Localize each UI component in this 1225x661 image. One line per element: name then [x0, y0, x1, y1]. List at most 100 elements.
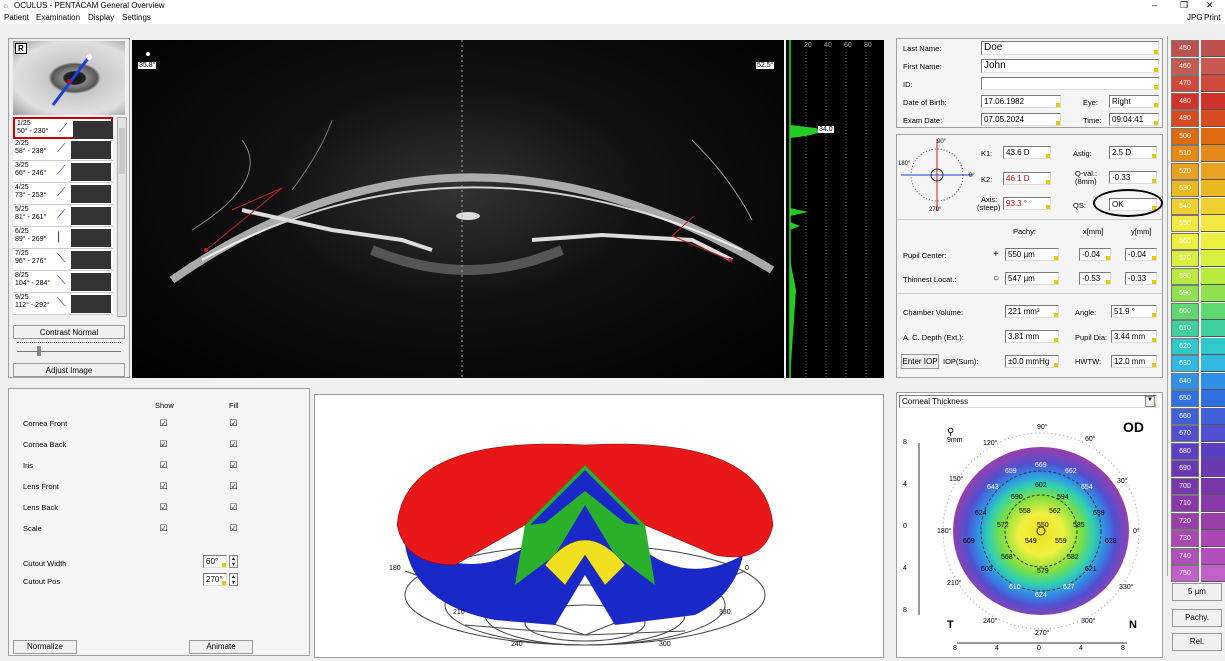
pupil-dia-field[interactable]: 3.44 mm [1111, 330, 1157, 343]
scan-thumb-9[interactable]: 9/25 112° - 292° ⟍ [13, 293, 113, 315]
contrast-button[interactable]: Contrast Normal [13, 325, 125, 339]
checkbox-scale-show[interactable]: ☑ [159, 523, 168, 533]
checkbox-cornea-back-fill[interactable]: ☑ [229, 439, 238, 449]
menu-patient[interactable]: Patient [4, 13, 29, 22]
first-name-field[interactable]: John [981, 59, 1159, 73]
axis-field[interactable]: 93.3 ° [1003, 197, 1051, 210]
scale-swatch [1201, 145, 1225, 162]
angle-label: Angle: [1075, 308, 1097, 317]
cutout-width-field[interactable]: 60° [203, 555, 227, 568]
pupil-x-field[interactable]: -0.04 [1079, 248, 1111, 261]
time-field[interactable]: 09:04:41 [1109, 113, 1159, 126]
animate-button[interactable]: Animate [189, 640, 253, 654]
dropdown-arrow-icon[interactable]: ▼ [1145, 396, 1155, 407]
scan-angle: 73° - 253° [15, 192, 47, 199]
map-value: 643 [987, 484, 999, 491]
checkbox-lens-back-show[interactable]: ☑ [159, 502, 168, 512]
cutout-width-spinner[interactable]: ▲ ▼ [229, 555, 238, 568]
checkbox-lens-front-show[interactable]: ☑ [159, 481, 168, 491]
hwtw-field[interactable]: 12.0 mm [1111, 355, 1157, 368]
scan-thumb-4[interactable]: 4/25 73° - 253° ⟋ [13, 183, 113, 205]
scale-level: 700 [1171, 477, 1199, 495]
menu-display[interactable]: Display [88, 13, 115, 22]
view3d-canvas[interactable]: 180 210 240 300 330 0 [314, 394, 884, 658]
enter-iop-button[interactable]: Enter IOP [901, 354, 939, 369]
scale-level: 450 [1171, 40, 1199, 57]
pachy-button[interactable]: Pachy. [1172, 609, 1222, 627]
checkbox-iris-show[interactable]: ☑ [159, 460, 168, 470]
scan-thumb-3[interactable]: 3/25 66° - 246° ⟋ [13, 161, 113, 183]
menu-settings[interactable]: Settings [122, 13, 151, 22]
pupil-y-field[interactable]: -0.04 [1125, 248, 1157, 261]
thin-y-field[interactable]: -0.33 [1125, 272, 1157, 285]
menu-examination[interactable]: Examination [36, 13, 81, 22]
scale-level: 570 [1171, 250, 1199, 267]
qval-field[interactable]: -0.33 [1109, 171, 1157, 184]
checkbox-cornea-front-fill[interactable]: ☑ [229, 418, 238, 428]
checkbox-cornea-front-show[interactable]: ☑ [159, 418, 168, 428]
acd-field[interactable]: 3.81 mm [1005, 330, 1059, 343]
eye-panel: R 1/25 50° - 230° ⟋ 2/25 58° - 238° ⟋ 3/25 66… [8, 38, 130, 378]
deg-180-label: 180° [898, 161, 911, 167]
close-button[interactable]: ✕ [1206, 0, 1214, 10]
eye-field[interactable]: Right [1109, 95, 1159, 108]
axis-label-210: 210 [453, 609, 465, 616]
id-field[interactable] [981, 77, 1159, 90]
thin-pachy-field[interactable]: 547 µm [1005, 272, 1059, 285]
checkbox-lens-front-fill[interactable]: ☑ [229, 481, 238, 491]
scan-thumb-8[interactable]: 8/25 104° - 284° ⟍ [13, 271, 113, 293]
menu-jpg[interactable]: JPG [1187, 13, 1203, 22]
scheimpflug-image[interactable]: 35.8° 52.5° [132, 40, 784, 378]
contrast-slider[interactable] [17, 342, 121, 356]
dob-label: Date of Birth: [903, 98, 947, 107]
normalize-button[interactable]: Normalize [13, 640, 77, 654]
exam-date-field[interactable]: 07.05.2024 [981, 113, 1061, 126]
ring-label: 90° [1037, 423, 1048, 431]
map-value: 602 [1035, 482, 1047, 489]
cutout-pos-field[interactable]: 270° [203, 573, 227, 586]
map-value: 594 [1057, 494, 1069, 501]
axis-label-180: 180 [389, 565, 401, 572]
k2-field[interactable]: 46.1 D [1003, 172, 1051, 185]
chamber-volume-field[interactable]: 221 mm³ [1005, 305, 1059, 318]
scale-level: 720 [1171, 512, 1199, 530]
scale-level: 580 [1171, 267, 1199, 285]
checkbox-scale-fill[interactable]: ☑ [229, 523, 238, 533]
scan-thumb-5[interactable]: 5/25 81° - 261° ⟋ [13, 205, 113, 227]
scan-thumb-1[interactable]: 1/25 50° - 230° ⟋ [13, 117, 113, 139]
adjust-image-button[interactable]: Adjust Image [13, 363, 125, 377]
menu-print[interactable]: Print [1204, 13, 1221, 22]
scale-step-label[interactable]: 5 µm [1172, 583, 1222, 601]
rel-button[interactable]: Rel. [1172, 633, 1222, 651]
qval-sub-label: (8mm) [1075, 177, 1097, 186]
checkbox-lens-back-fill[interactable]: ☑ [229, 502, 238, 512]
scan-thumb-6[interactable]: 6/25 89° - 269° | [13, 227, 113, 249]
pupil-pachy-field[interactable]: 550 µm [1005, 248, 1059, 261]
checkbox-iris-fill[interactable]: ☑ [229, 460, 238, 470]
scan-thumb-2[interactable]: 2/25 58° - 238° ⟋ [13, 139, 113, 161]
k1-field[interactable]: 43.6 D [1003, 146, 1051, 159]
thin-x-field[interactable]: -0.53 [1079, 272, 1111, 285]
astig-field[interactable]: 2.5 D [1109, 146, 1157, 159]
map-value: 590 [1011, 494, 1023, 501]
scale-level: 630 [1171, 355, 1199, 372]
dob-field[interactable]: 17.06.1982 [981, 95, 1061, 108]
pachy-header: Pachy: [1013, 227, 1036, 236]
scan-thumb-7[interactable]: 7/25 96° - 276° ⟍ [13, 249, 113, 271]
map-value: 662 [1065, 468, 1077, 475]
row-label-iris: Iris [23, 461, 33, 470]
left-angle-label: 35.8° [138, 62, 157, 69]
cutout-pos-spinner[interactable]: ▲ ▼ [229, 573, 238, 586]
scan-direction-icon: ⟋ [59, 121, 68, 135]
minimize-button[interactable]: – [1152, 0, 1158, 10]
scale-swatch [1201, 425, 1225, 442]
angle-field[interactable]: 51.9 ° [1111, 305, 1157, 318]
zoom-icon[interactable]: ⚲ [947, 427, 955, 438]
scale-swatch [1201, 407, 1225, 425]
scale-swatch [1201, 530, 1225, 547]
scan-list-scrollbar[interactable] [117, 117, 127, 317]
restore-button[interactable]: ❐ [1180, 0, 1189, 10]
iop-field[interactable]: ±0.0 mmHg [1005, 355, 1059, 368]
checkbox-cornea-back-show[interactable]: ☑ [159, 439, 168, 449]
last-name-field[interactable]: Doe [981, 41, 1159, 55]
